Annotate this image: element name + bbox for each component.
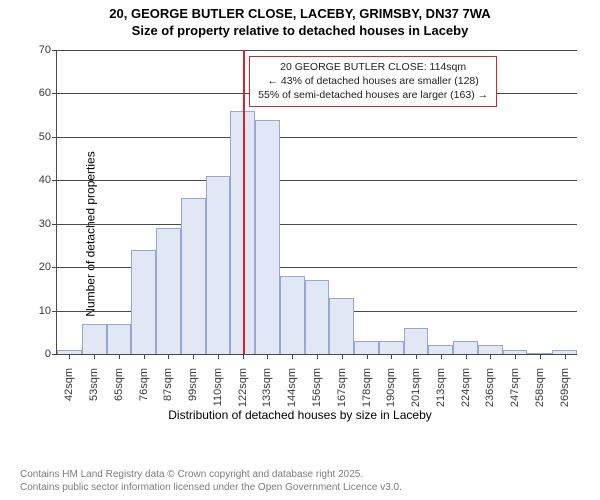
chart-area: Number of detached properties 0102030405…	[0, 44, 600, 424]
xtick-mark	[367, 354, 368, 359]
ytick-label: 50	[39, 131, 57, 143]
title-line2: Size of property relative to detached ho…	[0, 23, 600, 40]
xtick-mark	[168, 354, 169, 359]
xtick-mark	[267, 354, 268, 359]
xtick-mark	[490, 354, 491, 359]
xtick-mark	[391, 354, 392, 359]
histogram-bar	[453, 341, 478, 354]
chart-title: 20, GEORGE BUTLER CLOSE, LACEBY, GRIMSBY…	[0, 0, 600, 40]
ytick-label: 60	[39, 87, 57, 99]
xtick-mark	[69, 354, 70, 359]
histogram-bar	[82, 324, 107, 354]
gridline	[57, 137, 577, 138]
callout-line: ← 43% of detached houses are smaller (12…	[258, 74, 488, 88]
xtick-mark	[565, 354, 566, 359]
ytick-label: 40	[39, 174, 57, 186]
credit-line1: Contains HM Land Registry data © Crown c…	[20, 468, 402, 481]
xtick-mark	[218, 354, 219, 359]
credits: Contains HM Land Registry data © Crown c…	[20, 468, 402, 494]
gridline	[57, 180, 577, 181]
callout-line: 55% of semi-detached houses are larger (…	[258, 88, 488, 102]
xtick-mark	[441, 354, 442, 359]
xtick-mark	[540, 354, 541, 359]
ytick-label: 10	[39, 305, 57, 317]
histogram-bar	[428, 345, 453, 354]
histogram-bar	[354, 341, 379, 354]
callout-box: 20 GEORGE BUTLER CLOSE: 114sqm← 43% of d…	[249, 56, 497, 107]
histogram-bar	[280, 276, 305, 354]
plot-region: 01020304050607042sqm53sqm65sqm76sqm87sqm…	[56, 50, 577, 355]
xtick-mark	[342, 354, 343, 359]
xtick-mark	[119, 354, 120, 359]
xtick-mark	[416, 354, 417, 359]
histogram-bar	[206, 176, 231, 354]
ytick-label: 20	[39, 261, 57, 273]
callout-line: 20 GEORGE BUTLER CLOSE: 114sqm	[258, 60, 488, 74]
histogram-bar	[156, 228, 181, 354]
histogram-bar	[255, 120, 280, 355]
histogram-bar	[181, 198, 206, 354]
histogram-bar	[131, 250, 156, 354]
x-axis-label: Distribution of detached houses by size …	[0, 408, 600, 422]
xtick-mark	[466, 354, 467, 359]
marker-line	[243, 50, 245, 354]
gridline	[57, 50, 577, 51]
xtick-mark	[515, 354, 516, 359]
credit-line2: Contains public sector information licen…	[20, 481, 402, 494]
xtick-mark	[243, 354, 244, 359]
title-line1: 20, GEORGE BUTLER CLOSE, LACEBY, GRIMSBY…	[0, 6, 600, 23]
histogram-bar	[478, 345, 503, 354]
xtick-mark	[193, 354, 194, 359]
xtick-mark	[292, 354, 293, 359]
ytick-label: 30	[39, 218, 57, 230]
gridline	[57, 224, 577, 225]
histogram-bar	[404, 328, 429, 354]
histogram-bar	[107, 324, 132, 354]
xtick-mark	[144, 354, 145, 359]
ytick-label: 70	[39, 44, 57, 56]
xtick-mark	[94, 354, 95, 359]
histogram-bar	[305, 280, 330, 354]
histogram-bar	[379, 341, 404, 354]
ytick-label: 0	[45, 348, 57, 360]
xtick-mark	[317, 354, 318, 359]
histogram-bar	[329, 298, 354, 354]
